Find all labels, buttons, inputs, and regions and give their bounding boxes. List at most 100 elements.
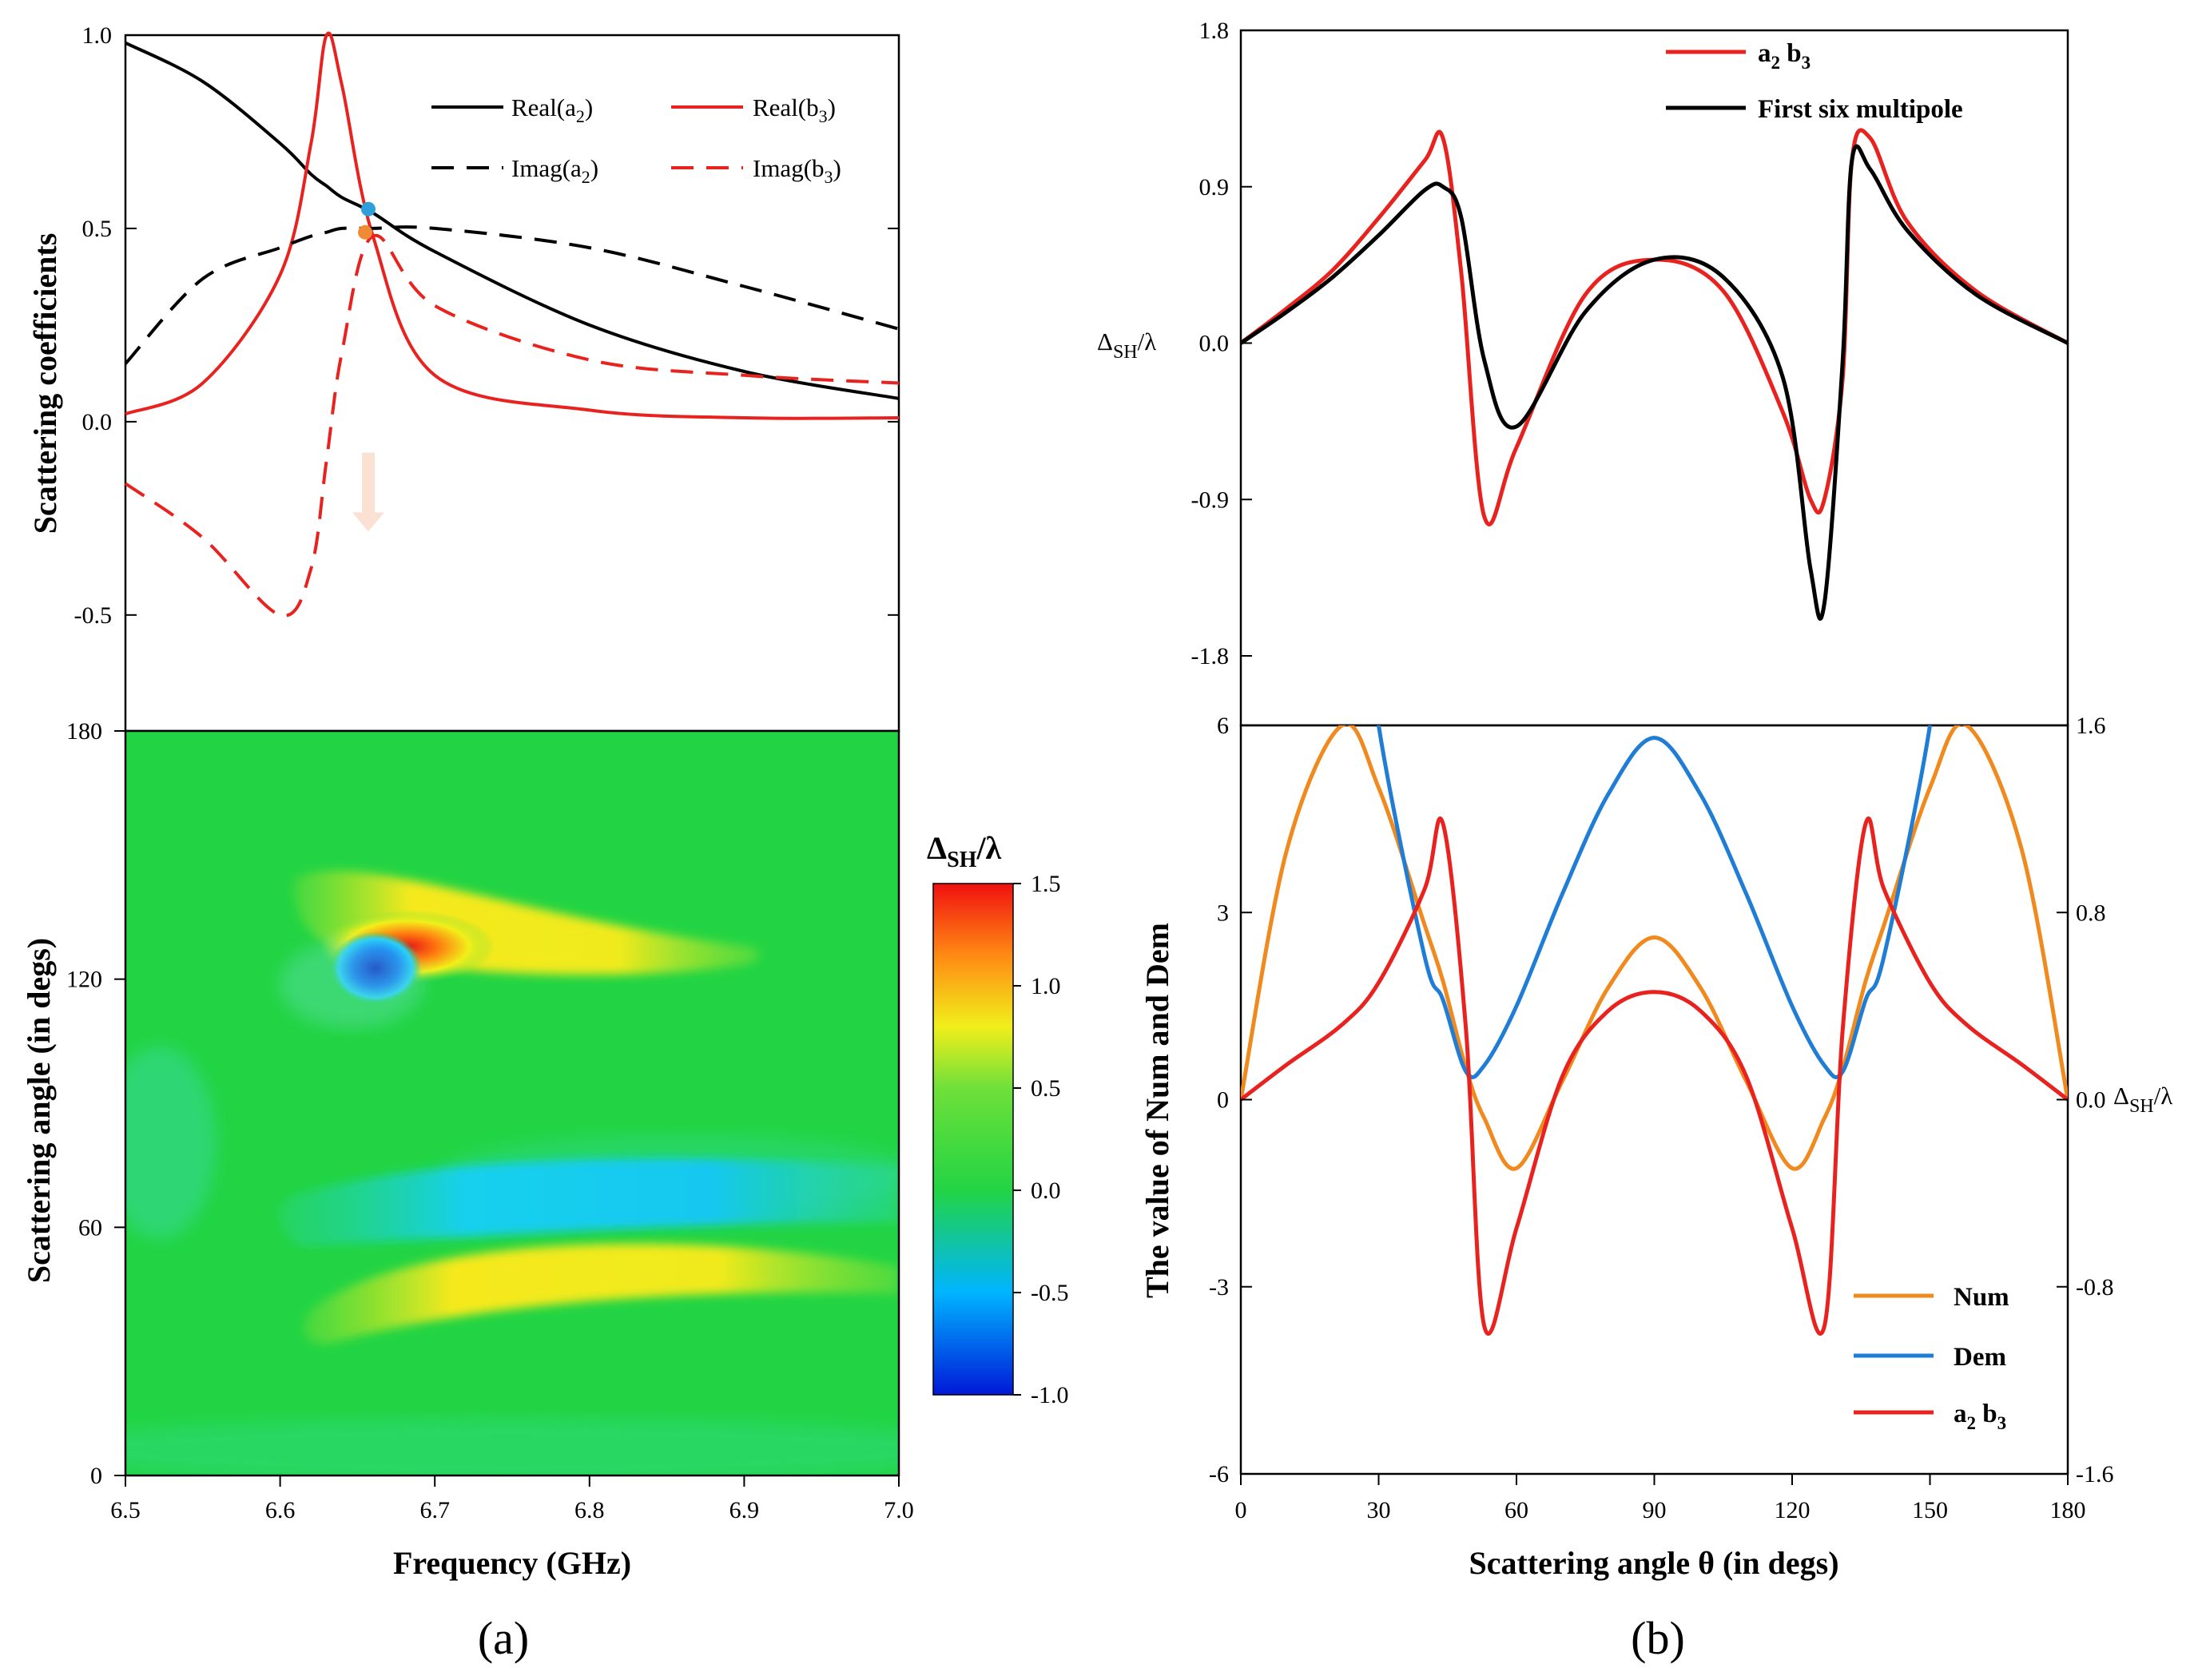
b-bottom-frame	[1239, 724, 2069, 1475]
b-bottom-right-y-ticks: 1.6 0.8 0.0 -0.8 -1.6	[2057, 713, 2114, 1487]
series-dem	[1376, 725, 1933, 1079]
legend-label-dem: Dem	[1954, 1343, 2006, 1372]
b-bottom-xtick-label: 30	[1367, 1497, 1391, 1523]
a-top-ytick-label: 0.5	[82, 216, 113, 242]
b-bottom-ytick-label: 6	[1217, 713, 1229, 739]
legend-label-imag-a2: Imag(a2)	[511, 154, 598, 187]
a-top-y-ticks: 1.0 0.5 0.0 -0.5	[74, 22, 899, 629]
b-bottom-right-ytick-label: 0.0	[2076, 1087, 2106, 1114]
b-bottom-right-y-axis-label: ΔSH/λ	[2113, 1082, 2172, 1117]
a-top-marker-0	[360, 201, 376, 216]
a-bottom-ytick-label: 180	[66, 718, 102, 745]
a-bottom-y-axis-label: Scattering angle (in degs)	[21, 938, 57, 1283]
b-top-ytick-label: 0.9	[1199, 174, 1230, 201]
series-imag-b3	[124, 233, 900, 618]
a-bottom-xtick-label: 6.5	[110, 1497, 141, 1523]
b-top-ytick-label: 1.8	[1199, 18, 1230, 44]
series-imag-a2	[124, 225, 900, 365]
series-num	[1241, 725, 2068, 1171]
b-bottom-legend: Num Dem a2 b3	[1854, 1283, 2009, 1433]
legend-label-real-a2: Real(a2)	[511, 93, 593, 126]
heatmap-background	[125, 731, 899, 1475]
a-top-y-axis-label: Scattering coefficients	[27, 233, 63, 534]
colorbar-gradient	[932, 883, 1014, 1396]
a-top-frame	[124, 34, 900, 733]
chart-b-top: 1.8 0.9 0.0 -0.9 -1.8 ΔSH/λ a2 b3 First six …	[1097, 18, 2069, 727]
heatmap-coldspot-halo	[280, 940, 423, 1028]
colorbar-tick-label: 1.5	[1031, 871, 1061, 897]
a-bottom-y-ticks: 180 120 60 0	[66, 718, 125, 1489]
colorbar-ticks: 1.5 1.0 0.5 0.0 -0.5 -1.0	[1013, 871, 1069, 1408]
a-bottom-xtick-label: 6.6	[265, 1497, 296, 1523]
b-bottom-x-axis-label: Scattering angle θ (in degs)	[1469, 1545, 1838, 1581]
b-bottom-xtick-label: 0	[1235, 1497, 1247, 1523]
b-bottom-xtick-label: 180	[2050, 1497, 2086, 1523]
b-bottom-right-ytick-label: -1.6	[2076, 1461, 2114, 1487]
b-top-legend: a2 b3 First six multipole	[1666, 39, 1963, 124]
a-bottom-x-axis-label: Frequency (GHz)	[393, 1545, 631, 1581]
a-bottom-xtick-label: 6.9	[729, 1497, 760, 1523]
a-bottom-ytick-label: 120	[66, 967, 102, 993]
a-top-markers	[352, 201, 384, 532]
a-top-arrow-shaft	[361, 452, 375, 514]
a-top-ytick-label: 1.0	[82, 22, 113, 49]
series-real-b3	[125, 31, 900, 420]
heatmap-cyan-streak	[279, 1158, 899, 1246]
b-top-y-ticks: 1.8 0.9 0.0 -0.9 -1.8	[1191, 18, 1252, 669]
legend-label-imag-b3: Imag(b3)	[753, 154, 841, 187]
legend-label-real-b3: Real(b3)	[753, 93, 836, 126]
colorbar-tick-label: 0.0	[1031, 1178, 1061, 1204]
b-top-frame	[1239, 29, 2069, 727]
b-bottom-xtick-label: 60	[1504, 1497, 1528, 1523]
b-top-ytick-label: -0.9	[1191, 487, 1230, 513]
colorbar-tick-label: -1.0	[1031, 1382, 1069, 1408]
a-bottom-x-ticks: 6.5 6.6 6.7 6.8 6.9 7.0	[110, 1475, 914, 1523]
a-bottom-ytick-label: 60	[78, 1214, 102, 1241]
b-bottom-series	[1241, 725, 2068, 1336]
b-bottom-right-ytick-label: 0.8	[2076, 900, 2106, 926]
colorbar-tick-label: 0.5	[1031, 1075, 1061, 1102]
b-top-ytick-label: -1.8	[1191, 643, 1230, 669]
b-top-ytick-label: 0.0	[1199, 331, 1230, 357]
heatmap-field	[125, 731, 899, 1475]
b-top-series	[1239, 128, 2069, 621]
b-bottom-ytick-label: -6	[1209, 1461, 1229, 1487]
b-bottom-x-ticks: 0 30 60 90 120 150 180	[1235, 1474, 2086, 1523]
a-bottom-xtick-label: 6.8	[574, 1497, 605, 1523]
series-a-b	[1239, 128, 2069, 526]
heatmap-faint-band-low	[125, 1418, 899, 1475]
b-bottom-right-ytick-label: -0.8	[2076, 1274, 2114, 1301]
panel-label-b: (b)	[1631, 1612, 1685, 1664]
a-bottom-xtick-label: 7.0	[884, 1497, 914, 1523]
b-bottom-y-axis-label: The value of Num and Dem	[1139, 923, 1175, 1298]
heatmap-yellow-streak-lower	[304, 1243, 899, 1344]
b-bottom-xtick-label: 90	[1643, 1497, 1667, 1523]
chart-a-bottom: 6.5 6.6 6.7 6.8 6.9 7.0 180 120 60 0 Frequency (…	[21, 718, 1069, 1581]
b-bottom-xtick-label: 120	[1775, 1497, 1811, 1523]
colorbar-tick-label: 1.0	[1031, 973, 1061, 999]
a-bottom-ytick-label: 0	[90, 1463, 102, 1489]
a-bottom-frame	[124, 729, 900, 1477]
chart-a-top: 1.0 0.5 0.0 -0.5 Scattering coefficients Re…	[27, 22, 900, 733]
legend-label-first-six: First six multipole	[1758, 95, 1963, 124]
chart-b-bottom: 0 30 60 90 120 150 180 6 30 -3 -6 1.6 0.8 0.0 -0.8 -1…	[1139, 713, 2172, 1581]
series-first-six-multipole	[1239, 144, 2069, 621]
a-top-legend: Real(a2) Real(b3) Imag(a2) Imag(b3)	[431, 93, 841, 187]
b-top-y-axis-label: ΔSH/λ	[1097, 328, 1156, 363]
a-top-ytick-label: -0.5	[74, 602, 113, 629]
legend-label-num: Num	[1954, 1283, 2009, 1312]
b-bottom-right-ytick-label: 1.6	[2076, 713, 2106, 739]
colorbar-title: ΔSH/λ	[927, 830, 1002, 872]
a-top-marker-1	[358, 224, 373, 240]
b-bottom-y-ticks: 6 3 0 -3 -6	[1209, 713, 1252, 1487]
a-top-arrow-head	[352, 512, 384, 532]
panel-label-a: (a)	[478, 1612, 529, 1664]
b-bottom-xtick-label: 150	[1912, 1497, 1948, 1523]
colorbar-tick-label: -0.5	[1031, 1280, 1069, 1306]
b-bottom-ytick-label: -3	[1209, 1274, 1229, 1301]
b-bottom-ytick-label: 0	[1217, 1087, 1229, 1114]
legend-label-a2b3-top: a2 b3	[1758, 39, 1811, 73]
colorbar: ΔSH/λ 1.5 1.0 0.5 0.0 -0.5 -1.0	[927, 830, 1069, 1408]
a-bottom-xtick-label: 6.7	[419, 1497, 450, 1523]
